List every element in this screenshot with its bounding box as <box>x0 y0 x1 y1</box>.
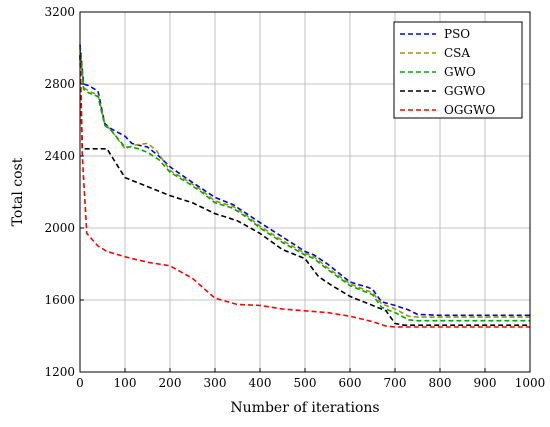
legend-label: CSA <box>444 46 470 60</box>
legend-label: GGWO <box>444 84 486 98</box>
x-tick-label: 200 <box>159 376 182 390</box>
y-tick-label: 2400 <box>44 149 75 163</box>
y-tick-label: 2000 <box>44 221 75 235</box>
series-lines <box>79 44 530 328</box>
x-tick-label: 1000 <box>515 376 546 390</box>
x-tick-label: 0 <box>76 376 84 390</box>
series-line-ggwo <box>79 55 530 326</box>
x-tick-label: 300 <box>204 376 227 390</box>
legend-label: PSO <box>444 27 470 41</box>
y-tick-label: 1200 <box>44 365 75 379</box>
x-tick-label: 900 <box>474 376 497 390</box>
x-tick-label: 500 <box>294 376 317 390</box>
legend-label: GWO <box>444 65 476 79</box>
y-tick-label: 1600 <box>44 293 75 307</box>
axis-ticks: 0 100 200 300 400 500 600 700 800 900 1000 1200 1600… <box>44 5 545 390</box>
series-line-oggwo <box>79 55 530 328</box>
y-tick-label: 3200 <box>44 5 75 19</box>
x-tick-label: 600 <box>339 376 362 390</box>
legend-label: OGGWO <box>444 103 495 117</box>
y-tick-label: 2800 <box>44 77 75 91</box>
legend: PSO CSA GWO GGWO OGGWO <box>393 21 523 119</box>
x-tick-label: 400 <box>249 376 272 390</box>
x-tick-label: 800 <box>429 376 452 390</box>
x-axis-label: Number of iterations <box>230 400 379 416</box>
series-line-csa <box>79 47 530 318</box>
series-line-pso <box>79 44 530 317</box>
x-tick-label: 100 <box>114 376 137 390</box>
x-tick-label: 700 <box>384 376 407 390</box>
y-axis-label: Total cost <box>10 157 26 226</box>
legend-box <box>393 21 523 119</box>
